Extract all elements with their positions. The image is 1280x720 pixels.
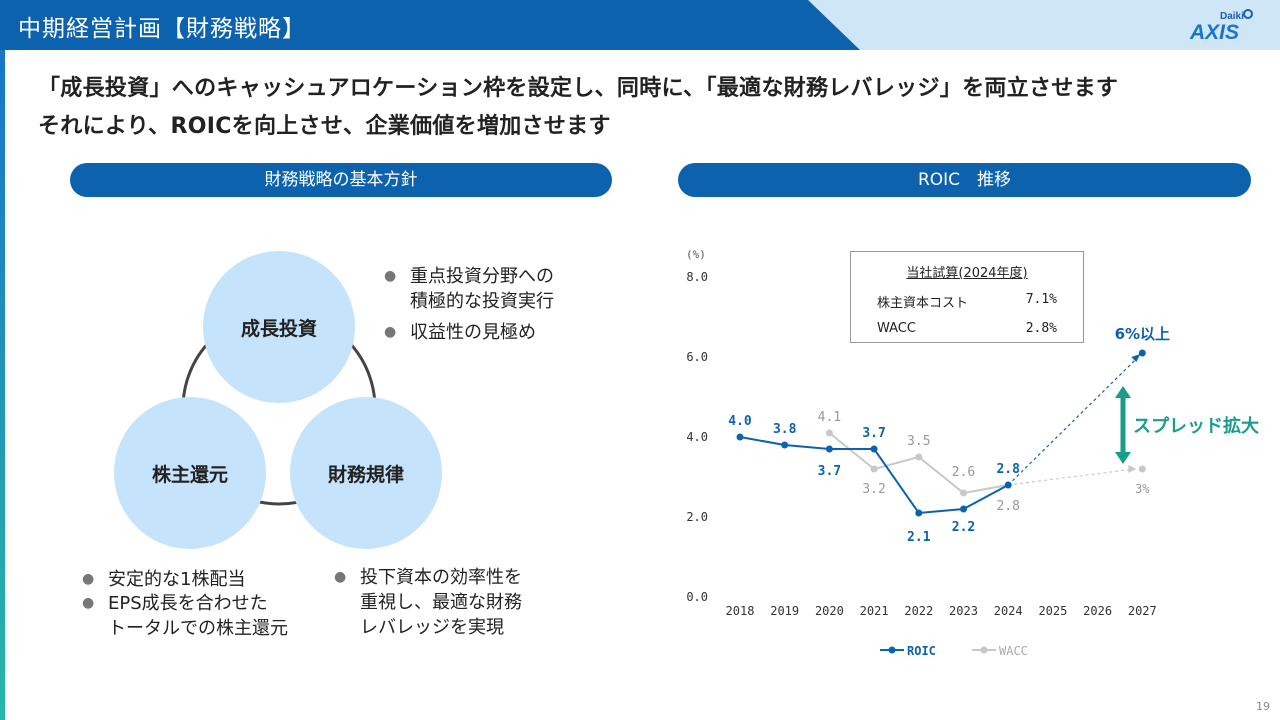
circle-discipline-label: 財務規律 — [327, 463, 404, 486]
legend-wacc-marker — [980, 646, 988, 654]
bullet-discipline-line1: 投下資本の効率性を — [360, 567, 522, 588]
x-tick-label: 2025 — [1038, 604, 1067, 618]
estimate-box-title: 当社試算(2024年度) — [906, 266, 1028, 281]
company-logo: Daiki AXIS — [1189, 9, 1253, 42]
y-tick-label: 8.0 — [686, 270, 708, 284]
roic-target-label: 6%以上 — [1115, 325, 1170, 343]
wacc-data-label: 3.2 — [862, 482, 885, 497]
header-bar — [0, 0, 860, 50]
spread-label: スプレッド拡大 — [1133, 415, 1259, 437]
roic-point — [960, 505, 967, 513]
left-panel-title: 財務戦略の基本方針 — [70, 163, 612, 197]
roic-data-label: 3.8 — [773, 422, 797, 437]
bullet-dot-icon: ● — [82, 571, 95, 587]
bullet-discipline-line2: 重視し、最適な財務 — [360, 592, 522, 613]
legend-roic-marker — [888, 646, 896, 654]
lead-line-1: 「成長投資」へのキャッシュアロケーション枠を設定し、同時に、「最適な財務レバレッ… — [38, 76, 1119, 101]
wacc-point — [960, 489, 967, 497]
x-tick-label: 2019 — [770, 604, 799, 618]
roic-data-label: 3.7 — [862, 426, 885, 441]
bullet-dot-icon: ● — [334, 569, 347, 585]
bullet-discipline-1: ● 投下資本の効率性を 重視し、最適な財務 レバレッジを実現 — [334, 565, 522, 640]
wacc-point — [825, 429, 833, 437]
legend-roic-label: ROIC — [907, 644, 936, 658]
spread-arrow-up-head — [1115, 386, 1131, 398]
bullet-growth-2-text: 収益性の見極め — [410, 322, 536, 343]
roic-data-label: 2.1 — [907, 530, 931, 545]
estimate-row-wacc-value: 2.8% — [1025, 321, 1057, 336]
roic-data-label: 4.0 — [728, 414, 752, 429]
logo-main-text: AXIS — [1189, 21, 1239, 42]
roic-point — [870, 445, 878, 453]
bullet-shareholder-1-text: 安定的な1株配当 — [108, 569, 246, 590]
roic-projection-line — [1007, 352, 1143, 486]
roic-point — [781, 441, 789, 449]
roic-point — [1004, 481, 1012, 489]
estimate-row-wacc-label: WACC — [877, 321, 916, 336]
x-tick-label: 2018 — [726, 604, 755, 618]
wacc-data-label: 3.5 — [907, 434, 930, 449]
roic-projection-arrowhead — [1131, 354, 1141, 362]
page-title: 中期経営計画【財務戦略】 — [18, 16, 306, 42]
spread-arrow-down-head — [1115, 452, 1131, 464]
roic-point — [825, 445, 833, 453]
bullet-shareholder-2-line2: トータルでの株主還元 — [108, 618, 288, 639]
x-tick-label: 2022 — [904, 604, 933, 618]
roic-data-label: 2.2 — [952, 520, 975, 535]
y-tick-label: 6.0 — [686, 350, 708, 364]
circle-growth-investment: 成長投資 — [203, 251, 355, 403]
right-panel-title: ROIC 推移 — [678, 163, 1251, 197]
circle-shareholder-label: 株主還元 — [151, 463, 228, 486]
roic-data-label: 2.8 — [996, 462, 1020, 477]
legend-wacc-label: WACC — [999, 644, 1028, 658]
y-tick-label: 2.0 — [686, 510, 708, 524]
roic-data-label: 3.7 — [818, 464, 841, 479]
cost-of-capital-box: 当社試算(2024年度) 株主資本コスト 7.1% WACC 2.8% — [850, 251, 1084, 343]
wacc-data-label: 2.8 — [996, 499, 1019, 514]
x-tick-label: 2026 — [1083, 604, 1112, 618]
bullet-growth-1-line1: 重点投資分野への — [410, 266, 554, 287]
roic-point — [1138, 349, 1146, 357]
wacc-projection-arrowhead — [1128, 465, 1137, 473]
wacc-point — [915, 453, 923, 461]
bullet-dot-icon: ● — [82, 595, 95, 611]
wacc-projection-line — [1008, 468, 1135, 486]
left-accent-bar — [0, 50, 5, 720]
logo-top-text: Daiki — [1220, 11, 1244, 22]
circle-financial-discipline: 財務規律 — [290, 397, 442, 549]
wacc-data-label: 4.1 — [818, 410, 841, 425]
bullet-shareholder-2: ● EPS成長を合わせた トータルでの株主還元 — [82, 591, 288, 641]
page-number: 19 — [1256, 700, 1270, 713]
wacc-point — [1138, 465, 1146, 473]
roic-point — [915, 509, 923, 517]
y-unit-label: (%) — [686, 248, 706, 261]
bullet-growth-1: ● 重点投資分野への 積極的な投資実行 — [384, 264, 554, 314]
wacc-data-label: 2.6 — [952, 465, 975, 480]
bullet-discipline-line3: レバレッジを実現 — [360, 617, 504, 638]
x-tick-label: 2027 — [1128, 604, 1157, 618]
bullet-shareholder-2-line1: EPS成長を合わせた — [108, 593, 268, 614]
bullet-growth-2: ● 収益性の見極め — [384, 320, 536, 345]
y-tick-label: 0.0 — [686, 590, 708, 604]
x-tick-label: 2024 — [994, 604, 1023, 618]
circle-shareholder-return: 株主還元 — [114, 397, 266, 549]
estimate-row-equity-value: 7.1% — [1025, 292, 1057, 307]
roic-point — [736, 433, 744, 441]
bullet-dot-icon: ● — [384, 324, 397, 340]
circle-growth-label: 成長投資 — [240, 317, 317, 340]
wacc-target-label: 3% — [1135, 482, 1150, 496]
estimate-row-equity-label: 株主資本コスト — [877, 296, 969, 311]
x-tick-label: 2021 — [860, 604, 889, 618]
bullet-dot-icon: ● — [384, 268, 397, 284]
x-tick-label: 2020 — [815, 604, 844, 618]
wacc-point — [870, 465, 878, 473]
y-tick-label: 4.0 — [686, 430, 708, 444]
bullet-growth-1-line2: 積極的な投資実行 — [410, 291, 554, 312]
lead-line-2: それにより、ROICを向上させ、企業価値を増加させます — [38, 114, 611, 139]
bullet-shareholder-1: ● 安定的な1株配当 — [82, 567, 246, 592]
x-tick-label: 2023 — [949, 604, 978, 618]
